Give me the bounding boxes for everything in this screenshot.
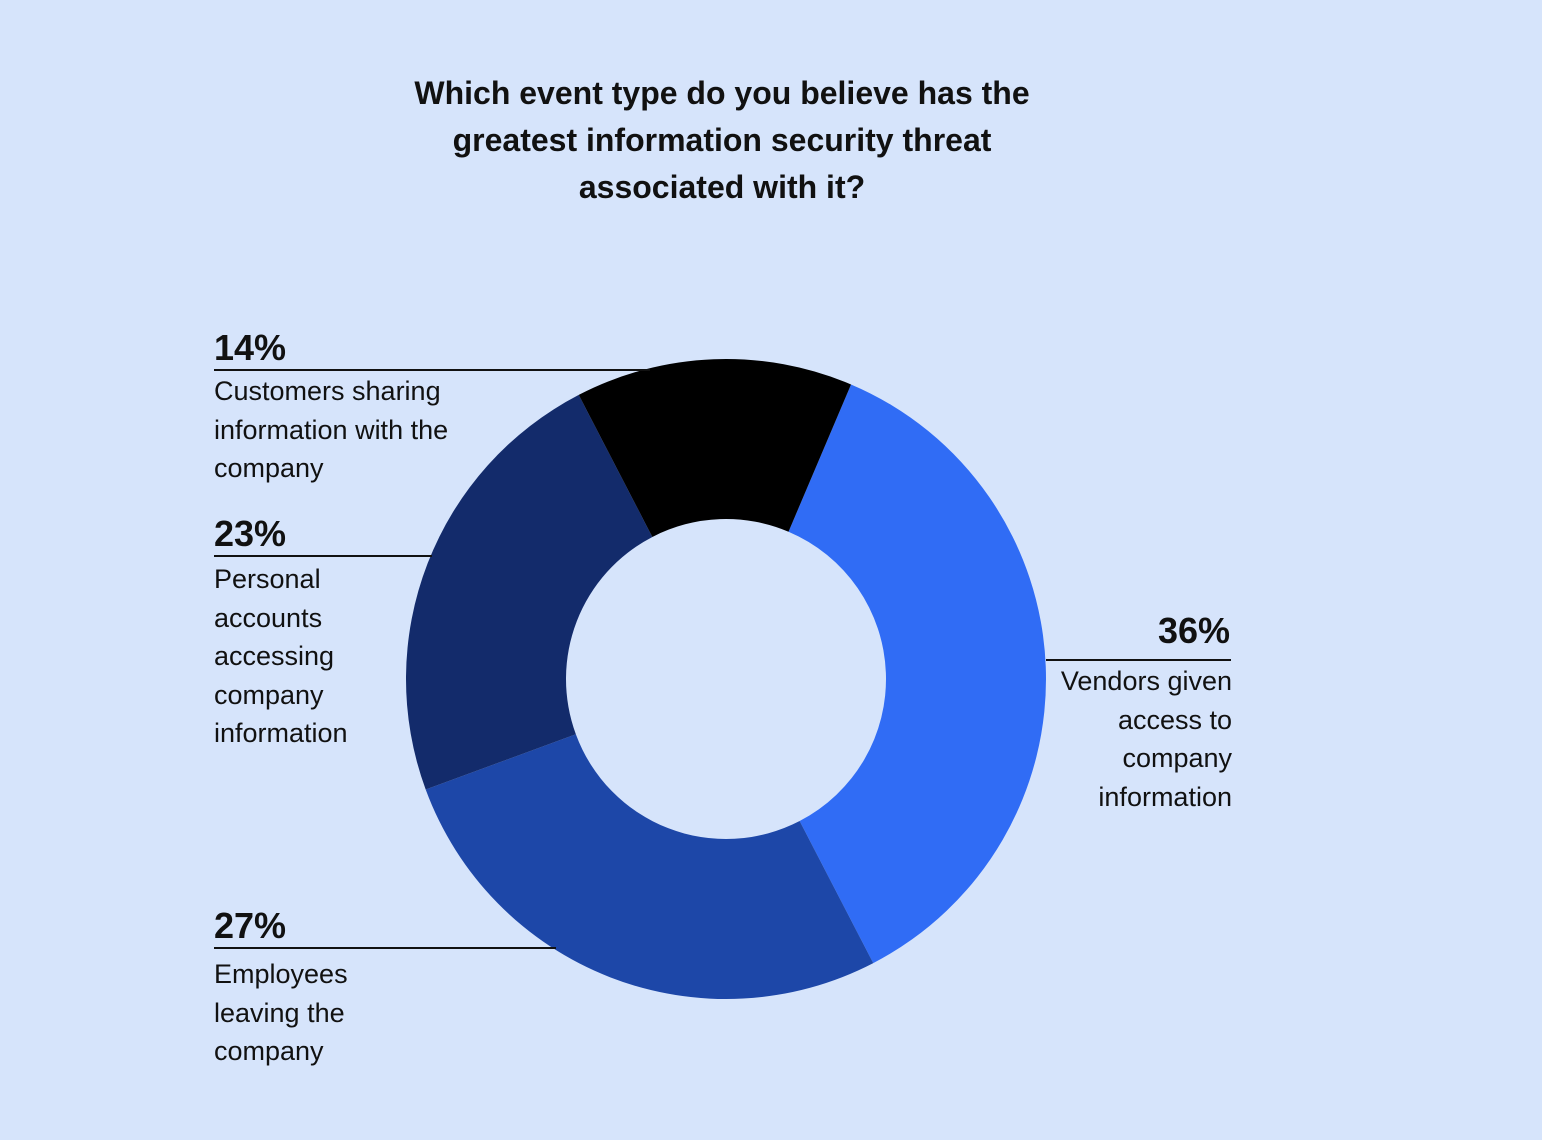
donut-slice <box>425 734 874 1000</box>
donut-slice <box>578 359 852 537</box>
category-label: Customers sharing information with the c… <box>214 376 449 483</box>
donut-slice <box>406 394 653 790</box>
slices <box>406 359 1046 1000</box>
category-label: Vendors given access to company informat… <box>1060 666 1232 812</box>
donut-slice <box>788 384 1046 964</box>
category-label: Employees leaving the company <box>214 959 348 1066</box>
leader-lines <box>214 369 1231 949</box>
value-label: 36% <box>1157 610 1230 651</box>
category-label: Personal accounts accessing company info… <box>214 564 348 748</box>
value-label: 27% <box>214 905 287 946</box>
value-label: 14% <box>214 327 287 368</box>
chart-title: Which event type do you believe has the … <box>414 75 1030 205</box>
value-label: 23% <box>214 513 287 554</box>
